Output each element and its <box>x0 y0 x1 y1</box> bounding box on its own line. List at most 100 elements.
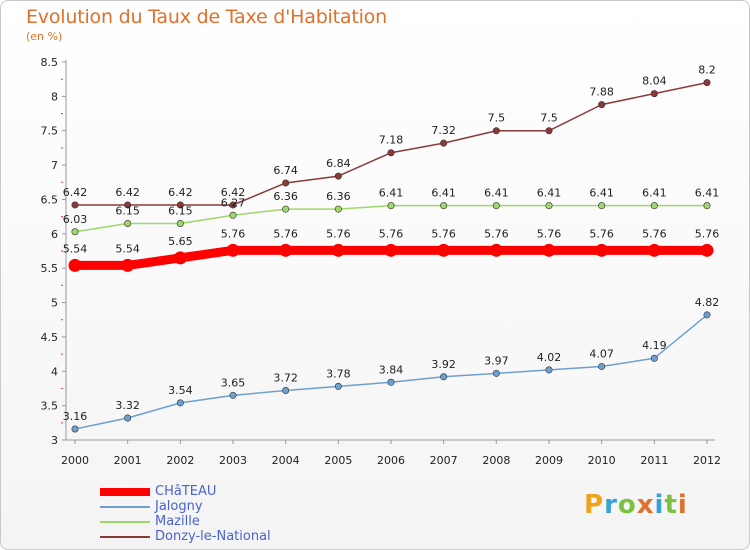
data-label: 5.76 <box>695 227 720 240</box>
data-label: 6.41 <box>642 187 667 200</box>
data-point <box>334 205 342 213</box>
data-label: 5.76 <box>589 227 614 240</box>
legend-item-mazille: Mazille <box>100 514 320 530</box>
legend-item-donzy: Donzy-le-National <box>100 529 320 545</box>
data-label: 6.42 <box>168 186 193 199</box>
data-label: 4.82 <box>695 296 720 309</box>
data-label: 6.41 <box>484 187 509 200</box>
data-point <box>650 90 658 98</box>
data-point <box>176 399 184 407</box>
x-tick-label: 2006 <box>377 454 405 467</box>
data-label: 7.88 <box>589 86 614 99</box>
y-tick-label: 8.5 <box>41 56 59 69</box>
y-tick-label: 4.5 <box>41 331 59 344</box>
data-label: 7.18 <box>379 134 404 147</box>
x-tick-label: 2000 <box>61 454 89 467</box>
data-point <box>492 127 500 135</box>
data-label: 6.27 <box>221 196 246 209</box>
legend-item-jalogny: Jalogny <box>100 499 320 515</box>
x-tick-label: 2012 <box>693 454 721 467</box>
data-label: 6.41 <box>431 187 456 200</box>
data-label: 3.32 <box>115 399 140 412</box>
data-point <box>71 425 79 433</box>
data-label: 5.76 <box>537 227 562 240</box>
logo-letter: r <box>604 490 618 520</box>
logo-letter: i <box>677 490 688 520</box>
y-tick-label: 3.5 <box>41 400 59 413</box>
data-point <box>492 202 500 210</box>
data-point <box>545 127 553 135</box>
data-point <box>384 243 398 257</box>
data-point <box>650 202 658 210</box>
data-point <box>124 220 132 228</box>
data-point <box>334 172 342 180</box>
data-point <box>279 243 293 257</box>
data-label: 5.76 <box>431 227 456 240</box>
data-label: 6.42 <box>115 186 140 199</box>
data-point <box>598 202 606 210</box>
data-label: 3.72 <box>273 372 298 385</box>
data-point <box>71 201 79 209</box>
data-point <box>703 311 711 319</box>
data-label: 6.84 <box>326 157 351 170</box>
data-label: 4.19 <box>642 339 667 352</box>
data-point <box>598 101 606 109</box>
data-label: 5.76 <box>379 227 404 240</box>
data-point <box>492 369 500 377</box>
data-label: 6.42 <box>63 186 88 199</box>
data-point <box>647 243 661 257</box>
data-point <box>124 414 132 422</box>
data-label: 8.04 <box>642 75 667 88</box>
data-point <box>173 251 187 265</box>
legend-label-mazille: Mazille <box>155 514 200 529</box>
data-label: 5.76 <box>484 227 509 240</box>
data-point <box>68 258 82 272</box>
data-label: 6.15 <box>168 205 193 218</box>
data-label: 7.5 <box>488 112 506 125</box>
data-point <box>650 354 658 362</box>
data-point <box>229 391 237 399</box>
data-label: 6.74 <box>273 164 298 177</box>
x-tick-label: 2005 <box>324 454 352 467</box>
data-point <box>282 205 290 213</box>
data-label: 6.41 <box>537 187 562 200</box>
logo-letter: i <box>654 490 665 520</box>
x-tick-label: 2003 <box>219 454 247 467</box>
data-label: 6.36 <box>273 190 298 203</box>
data-label: 3.97 <box>484 354 509 367</box>
data-label: 3.54 <box>168 384 193 397</box>
data-point <box>124 201 132 209</box>
data-point <box>440 373 448 381</box>
legend-swatch-mazille <box>100 521 150 523</box>
logo-letter: o <box>617 490 637 520</box>
data-label: 5.76 <box>273 227 298 240</box>
data-label: 3.92 <box>431 358 456 371</box>
data-point <box>226 243 240 257</box>
data-point <box>282 179 290 187</box>
data-label: 4.02 <box>537 351 562 364</box>
x-tick-label: 2009 <box>535 454 563 467</box>
logo-letter: t <box>664 490 678 520</box>
y-tick-label: 4 <box>51 365 58 378</box>
legend-swatch-jalogny <box>100 506 150 508</box>
data-label: 4.07 <box>589 347 614 360</box>
x-tick-label: 2002 <box>166 454 194 467</box>
data-label: 7.5 <box>540 112 558 125</box>
data-point <box>437 243 451 257</box>
data-point <box>229 201 237 209</box>
data-point <box>282 387 290 395</box>
y-tick-label: 5.5 <box>41 262 59 275</box>
data-label: 5.65 <box>168 235 193 248</box>
data-label: 6.41 <box>695 187 720 200</box>
legend-item-chateau: CHâTEAU <box>100 484 320 500</box>
data-point <box>545 202 553 210</box>
data-point <box>542 243 556 257</box>
data-label: 3.78 <box>326 367 351 380</box>
data-label: 7.32 <box>431 124 456 137</box>
y-tick-label: 6 <box>51 228 58 241</box>
data-point <box>387 149 395 157</box>
data-point <box>331 243 345 257</box>
data-point <box>545 366 553 374</box>
data-point <box>229 211 237 219</box>
data-label: 5.76 <box>221 227 246 240</box>
